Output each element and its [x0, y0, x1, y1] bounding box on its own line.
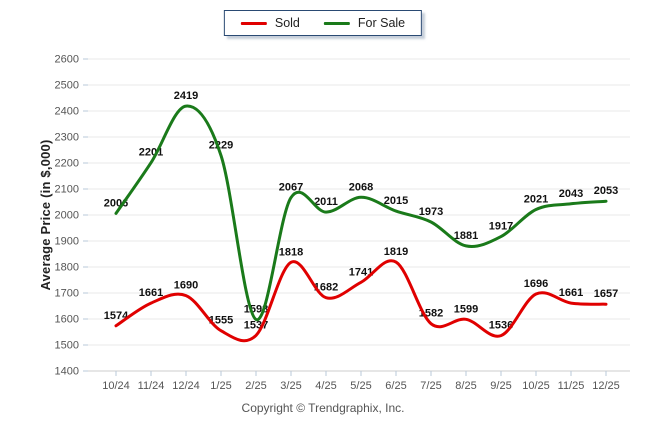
x-tick-label: 11/25 — [558, 380, 585, 392]
legend-item-sold: Sold — [240, 16, 300, 30]
x-tick-label: 9/25 — [490, 380, 511, 392]
sold-line-swatch — [240, 21, 267, 25]
data-label: 1696 — [524, 278, 548, 290]
y-axis-title: Average Price (in $,000) — [38, 139, 53, 291]
data-label: 2011 — [314, 196, 338, 208]
data-label: 1881 — [454, 230, 478, 242]
data-label: 2068 — [349, 181, 373, 193]
legend: Sold For Sale — [223, 10, 423, 36]
y-tick-label: 1600 — [55, 314, 79, 326]
data-label: 1917 — [489, 221, 513, 233]
data-label: 1661 — [139, 287, 163, 299]
x-tick-label: 4/25 — [315, 380, 336, 392]
data-label: 2067 — [279, 182, 303, 194]
data-label: 1741 — [349, 266, 373, 278]
data-label: 2229 — [209, 139, 233, 151]
data-label: 1973 — [419, 206, 443, 218]
data-label: 1574 — [104, 310, 129, 322]
data-label: 1657 — [594, 288, 618, 300]
data-label: 2419 — [174, 90, 198, 102]
y-tick-label: 2200 — [55, 158, 79, 170]
legend-item-for-sale: For Sale — [323, 16, 406, 30]
y-tick-label: 1900 — [55, 236, 79, 248]
data-label: 1690 — [174, 280, 198, 292]
y-tick-label: 2400 — [55, 106, 79, 118]
y-tick-label: 1800 — [55, 262, 79, 274]
data-label: 1818 — [279, 246, 303, 258]
y-tick-label: 2600 — [55, 54, 79, 66]
y-tick-label: 1700 — [55, 288, 79, 300]
y-tick-label: 2300 — [55, 132, 79, 144]
y-tick-label: 1400 — [55, 366, 79, 378]
y-tick-label: 2100 — [55, 184, 79, 196]
copyright-text: Copyright © Trendgraphix, Inc. — [241, 401, 405, 415]
x-tick-label: 11/24 — [138, 380, 165, 392]
series-line-sold — [114, 259, 608, 343]
data-label: 1599 — [454, 303, 478, 315]
x-tick-label: 2/25 — [245, 380, 266, 392]
legend-label-sold: Sold — [274, 16, 300, 30]
series-line-for-sale — [114, 104, 608, 322]
y-tick-label: 2000 — [55, 210, 79, 222]
series-labels-for-sale: 2006220124192229159820672011206820151973… — [104, 90, 618, 315]
y-tick-label: 2500 — [55, 80, 79, 92]
x-tick-label: 10/24 — [102, 380, 130, 392]
data-label: 2043 — [559, 188, 583, 200]
data-label: 2021 — [524, 194, 548, 206]
x-tick-label: 12/25 — [592, 380, 620, 392]
x-tick-label: 3/25 — [280, 380, 301, 392]
y-tick-label: 1500 — [55, 340, 79, 352]
x-tick-label: 10/25 — [522, 380, 550, 392]
legend-label-for-sale: For Sale — [357, 16, 406, 30]
data-label: 1819 — [384, 246, 408, 258]
x-tick-label: 5/25 — [350, 380, 371, 392]
data-label: 2015 — [384, 195, 408, 207]
x-tick-label: 7/25 — [420, 380, 441, 392]
data-label: 1661 — [559, 287, 583, 299]
x-tick-label: 8/25 — [455, 380, 476, 392]
data-label: 2053 — [594, 185, 618, 197]
x-tick-label: 1/25 — [210, 380, 231, 392]
x-axis: 10/24 11/24 12/24 1/25 2/25 3/25 4/25 5/25 6/25 7… — [102, 371, 620, 392]
x-tick-label: 12/24 — [172, 380, 200, 392]
for-sale-line-swatch — [323, 21, 350, 25]
y-axis: 1400 1500 1600 1700 1800 1900 2000 2100 2200 2300… — [55, 54, 630, 378]
x-tick-label: 6/25 — [385, 380, 406, 392]
